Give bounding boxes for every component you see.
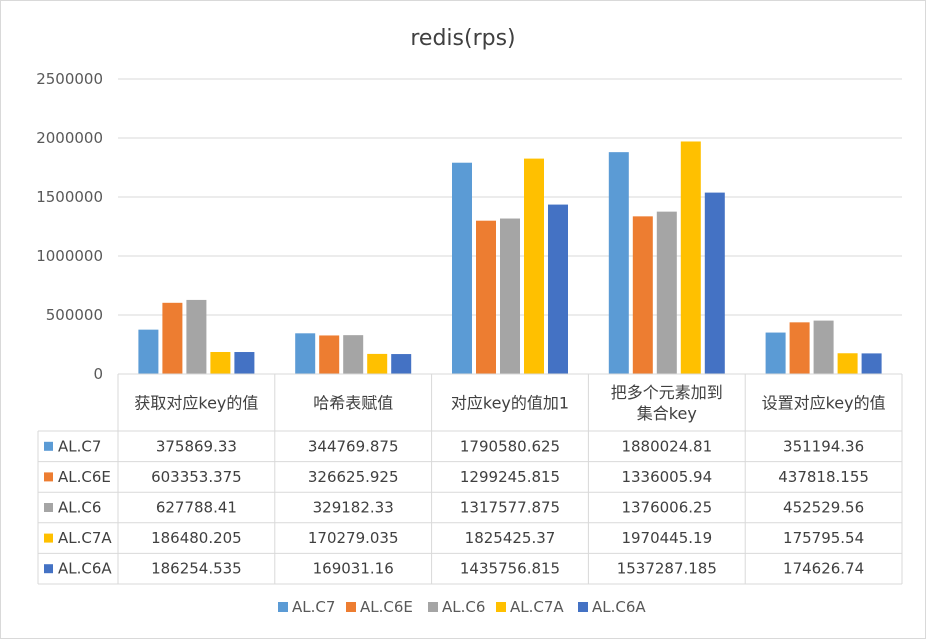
- bar-al-c6: [343, 335, 364, 374]
- legend: AL.C7 AL.C6E AL.C6 AL.C7A AL.C6A: [278, 598, 646, 616]
- bar-al-c6e: [476, 220, 496, 374]
- bar-al-c7: [608, 152, 629, 374]
- row-legend-key: [44, 472, 53, 482]
- bar-al-c6e: [789, 322, 810, 374]
- bar-al-c7: [138, 329, 159, 374]
- table-cell-value: 603353.375: [151, 468, 242, 486]
- legend-swatch: [428, 602, 438, 612]
- table-cell-value: 344769.875: [308, 437, 399, 455]
- bar-al-c6a: [861, 353, 882, 374]
- bar-al-c6a: [234, 352, 255, 374]
- row-legend-key: [44, 564, 53, 574]
- y-tick-label: 1500000: [36, 188, 103, 206]
- bar-al-c6: [813, 320, 834, 374]
- bars: [138, 141, 882, 374]
- y-tick-label: 2500000: [36, 70, 103, 88]
- table-cell-value: 1880024.81: [621, 437, 712, 455]
- bar-al-c6a: [704, 192, 725, 374]
- category-label: 设置对应key的值: [762, 394, 886, 413]
- legend-label: AL.C6A: [592, 598, 646, 616]
- legend-label: AL.C7A: [510, 598, 564, 616]
- legend-swatch: [346, 602, 356, 612]
- legend-swatch: [278, 602, 288, 612]
- table-cell-value: 1537287.185: [617, 560, 717, 578]
- bar-al-c7: [765, 332, 786, 374]
- row-series-name: AL.C6: [58, 499, 101, 517]
- table-cell-value: 1336005.94: [621, 468, 712, 486]
- chart-title: redis(rps): [410, 26, 515, 51]
- bar-al-c6: [656, 211, 677, 374]
- bar-al-c6a: [548, 204, 568, 374]
- table-cell-value: 1435756.815: [460, 560, 560, 578]
- table-cell-value: 1317577.875: [460, 499, 560, 517]
- y-tick-label: 1000000: [36, 247, 103, 265]
- table-cell-value: 170279.035: [308, 529, 399, 547]
- bar-al-c6e: [319, 335, 340, 374]
- table-cell-value: 329182.33: [313, 499, 394, 517]
- table-cell-value: 169031.16: [313, 560, 394, 578]
- row-legend-key: [44, 441, 53, 451]
- table-cell-value: 186480.205: [151, 529, 242, 547]
- bar-al-c7a: [524, 158, 544, 374]
- row-legend-key: [44, 503, 53, 512]
- table-cell-value: 1790580.625: [460, 437, 560, 455]
- bar-al-c7a: [680, 141, 701, 374]
- bar-al-c6: [500, 218, 520, 374]
- table-cell-value: 174626.74: [783, 560, 864, 578]
- table-cell-value: 1970445.19: [621, 529, 712, 547]
- legend-label: AL.C6E: [360, 598, 413, 616]
- gridlines: [118, 78, 902, 316]
- legend-label: AL.C6: [442, 598, 485, 616]
- category-label: 哈希表赋值: [313, 394, 393, 413]
- table-cell-value: 1376006.25: [621, 499, 712, 517]
- row-series-name: AL.C6A: [58, 560, 112, 578]
- bar-al-c7a: [210, 351, 231, 374]
- bar-al-c7a: [837, 353, 858, 374]
- bar-al-c7a: [367, 353, 388, 374]
- row-series-name: AL.C7: [58, 437, 101, 455]
- row-legend-key: [44, 533, 53, 543]
- category-label: 把多个元素加到: [611, 383, 723, 402]
- table-cell-value: 326625.925: [308, 468, 399, 486]
- category-label: 获取对应key的值: [134, 394, 258, 413]
- table-cell-value: 1825425.37: [465, 529, 556, 547]
- bar-al-c7: [452, 162, 472, 374]
- y-tick-label: 2000000: [36, 129, 103, 147]
- row-series-name: AL.C7A: [58, 529, 112, 547]
- table-cell-value: 186254.535: [151, 560, 242, 578]
- table-cell-value: 627788.41: [156, 499, 237, 517]
- table-cell-value: 437818.155: [778, 468, 869, 486]
- table-cell-value: 1299245.815: [460, 468, 560, 486]
- bar-al-c6: [186, 299, 207, 374]
- bar-al-c7: [295, 333, 316, 374]
- legend-swatch: [578, 602, 588, 612]
- row-series-name: AL.C6E: [58, 468, 111, 486]
- bar-al-c6e: [632, 216, 653, 374]
- table-cell-value: 375869.33: [156, 437, 237, 455]
- table-cell-value: 175795.54: [783, 529, 864, 547]
- table-cell-value: 351194.36: [783, 437, 864, 455]
- y-axis-tick-labels: 0 500000 1000000 1500000 2000000 2500000: [36, 70, 103, 383]
- category-label: 集合key: [637, 404, 697, 423]
- category-label: 对应key的值加1: [451, 394, 569, 413]
- y-tick-label: 500000: [46, 306, 103, 324]
- legend-swatch: [496, 602, 506, 612]
- bar-al-c6e: [162, 302, 183, 374]
- y-tick-label: 0: [93, 365, 103, 383]
- table-cell-value: 452529.56: [783, 499, 864, 517]
- bar-al-c6a: [391, 354, 412, 374]
- legend-label: AL.C7: [292, 598, 335, 616]
